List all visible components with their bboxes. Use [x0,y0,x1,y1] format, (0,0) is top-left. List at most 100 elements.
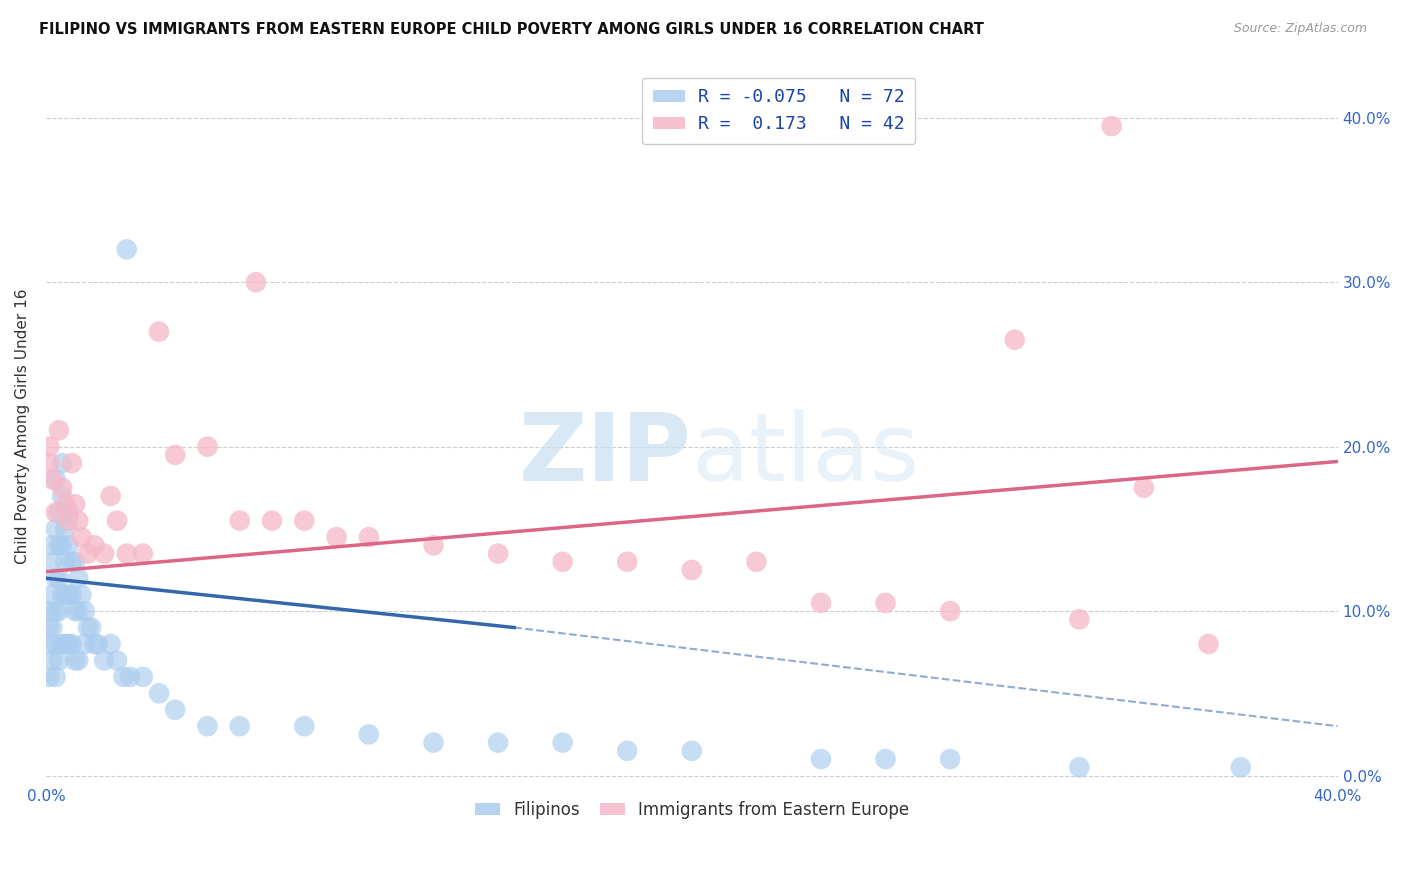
Point [228,719,250,733]
Point [422,538,444,552]
Point [875,752,897,766]
Point [875,596,897,610]
Point [41,653,63,667]
Point [51,489,73,503]
Point [58,588,80,602]
Point [45,473,67,487]
Point [486,547,509,561]
Point [486,736,509,750]
Point [939,604,962,618]
Point [616,555,638,569]
Point [48,538,70,552]
Point [810,596,832,610]
Point [58,505,80,519]
Point [115,243,138,257]
Point [53,497,76,511]
Point [357,530,380,544]
Point [51,637,73,651]
Point [41,473,63,487]
Point [45,522,67,536]
Point [38,456,60,470]
Point [38,637,60,651]
Y-axis label: Child Poverty Among Girls Under 16: Child Poverty Among Girls Under 16 [15,288,30,564]
Point [228,514,250,528]
Point [63,555,86,569]
Point [58,538,80,552]
Point [292,719,315,733]
Point [86,637,108,651]
Point [58,637,80,651]
Point [53,555,76,569]
Point [53,637,76,651]
Point [41,538,63,552]
Point [51,588,73,602]
Point [41,555,63,569]
Point [132,547,155,561]
Point [38,621,60,635]
Point [93,547,115,561]
Point [1133,481,1156,495]
Legend: Filipinos, Immigrants from Eastern Europe: Filipinos, Immigrants from Eastern Europ… [468,794,915,825]
Point [422,736,444,750]
Point [1101,119,1123,133]
Point [197,440,219,454]
Point [45,604,67,618]
Point [93,653,115,667]
Point [1004,333,1026,347]
Point [165,703,187,717]
Point [112,670,135,684]
Point [292,514,315,528]
Point [1229,760,1251,774]
Point [51,481,73,495]
Point [48,653,70,667]
Point [60,456,83,470]
Point [73,604,96,618]
Point [38,604,60,618]
Point [70,530,93,544]
Point [681,563,703,577]
Point [58,514,80,528]
Point [83,538,105,552]
Point [681,744,703,758]
Point [38,440,60,454]
Point [70,588,93,602]
Point [48,423,70,437]
Point [67,653,90,667]
Text: atlas: atlas [692,409,920,500]
Point [67,514,90,528]
Point [132,670,155,684]
Point [745,555,768,569]
Point [245,275,267,289]
Point [939,752,962,766]
Point [105,514,128,528]
Point [1069,612,1091,626]
Text: Source: ZipAtlas.com: Source: ZipAtlas.com [1233,22,1367,36]
Point [48,571,70,585]
Point [41,588,63,602]
Point [165,448,187,462]
Point [51,456,73,470]
Point [551,555,574,569]
Point [100,489,122,503]
Point [148,686,170,700]
Point [45,571,67,585]
Point [60,555,83,569]
Point [357,727,380,741]
Point [77,547,100,561]
Text: ZIP: ZIP [519,409,692,500]
Point [1069,760,1091,774]
Point [48,505,70,519]
Point [118,670,141,684]
Point [260,514,283,528]
Point [45,505,67,519]
Point [100,637,122,651]
Text: FILIPINO VS IMMIGRANTS FROM EASTERN EUROPE CHILD POVERTY AMONG GIRLS UNDER 16 CO: FILIPINO VS IMMIGRANTS FROM EASTERN EURO… [39,22,984,37]
Point [53,522,76,536]
Point [325,530,347,544]
Point [67,604,90,618]
Point [616,744,638,758]
Point [60,588,83,602]
Point [45,637,67,651]
Point [63,604,86,618]
Point [67,571,90,585]
